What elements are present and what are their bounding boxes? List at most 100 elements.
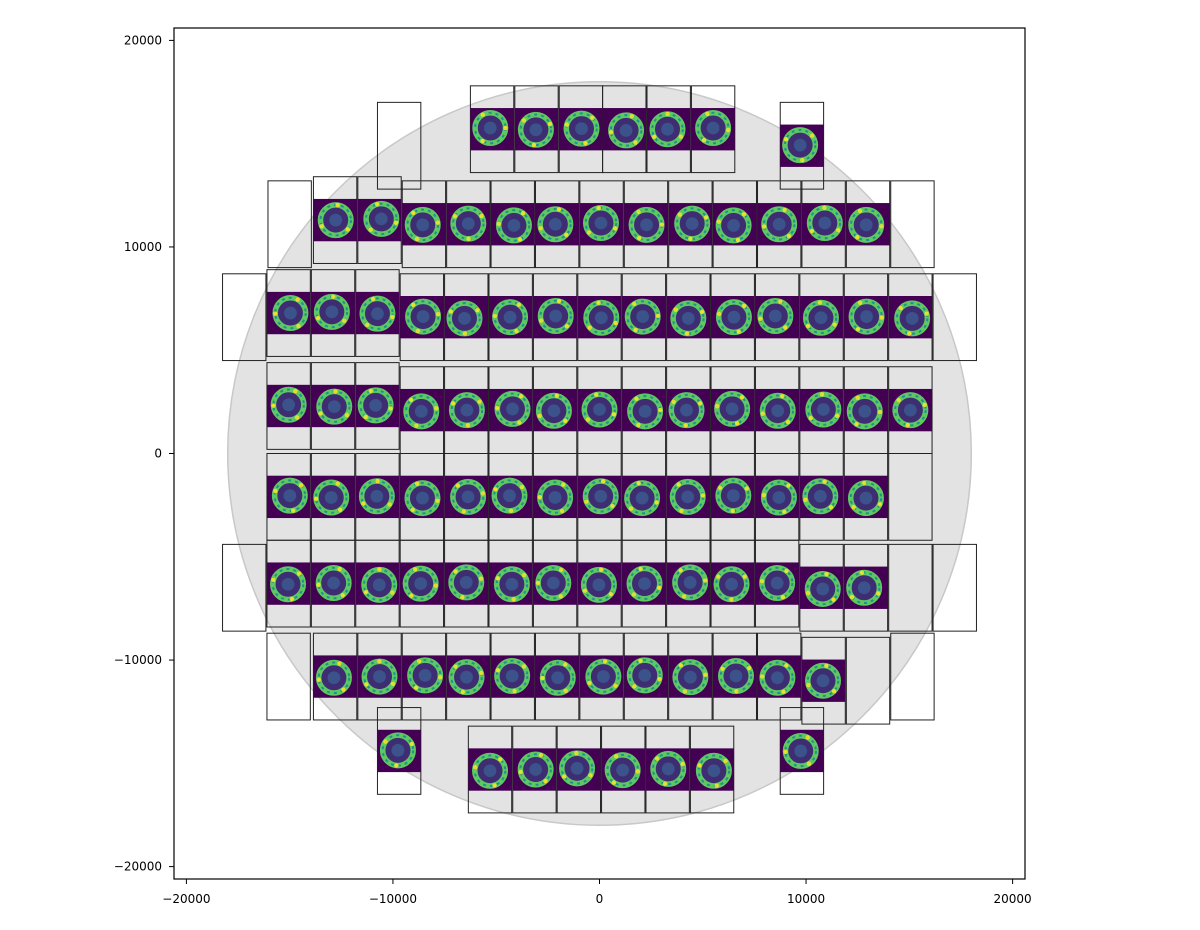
detector-cell bbox=[621, 539, 667, 628]
y-tick-label: −20000 bbox=[114, 860, 162, 874]
detector-outline bbox=[888, 453, 933, 541]
detector-cell bbox=[310, 453, 356, 541]
detector-cell bbox=[602, 85, 647, 174]
detector-image bbox=[801, 659, 846, 702]
detector-image bbox=[533, 388, 577, 432]
detector-image bbox=[402, 655, 446, 698]
detector-outline bbox=[888, 543, 933, 632]
detector-cell bbox=[355, 539, 400, 628]
detector-cell bbox=[668, 632, 713, 721]
detector-image bbox=[577, 475, 622, 519]
detector-cell bbox=[843, 543, 889, 632]
detector-cell bbox=[267, 180, 312, 269]
detector-cell bbox=[266, 269, 311, 357]
detector-cell bbox=[621, 453, 667, 541]
y-tick-label: 20000 bbox=[124, 33, 162, 47]
detector-cell bbox=[710, 366, 755, 454]
detector-image bbox=[577, 388, 622, 432]
detector-image bbox=[622, 562, 666, 605]
detector-cell bbox=[621, 273, 667, 362]
x-axis: −20000 −10000 0 10000 20000 bbox=[162, 879, 1032, 906]
x-tick-label: 20000 bbox=[994, 892, 1032, 906]
detector-cell bbox=[512, 725, 557, 814]
detector-cell bbox=[666, 453, 711, 541]
detector-cell bbox=[532, 453, 578, 541]
detector-image bbox=[755, 388, 799, 432]
detector-cell bbox=[577, 453, 622, 541]
detector-cell bbox=[222, 543, 267, 632]
detector-image bbox=[491, 655, 535, 698]
detector-cell bbox=[845, 180, 891, 269]
detector-image bbox=[491, 203, 535, 246]
plot-area bbox=[222, 80, 977, 827]
detector-cell bbox=[779, 707, 825, 795]
detector-image bbox=[622, 475, 666, 519]
detector-image bbox=[844, 566, 888, 609]
detector-cell bbox=[577, 366, 622, 454]
detector-cell bbox=[779, 101, 825, 190]
detector-cell bbox=[401, 180, 447, 269]
detector-outline bbox=[222, 273, 267, 362]
detector-cell bbox=[467, 725, 513, 814]
detector-cell bbox=[932, 543, 977, 632]
detector-image bbox=[400, 562, 444, 605]
detector-image bbox=[355, 384, 400, 428]
detector-cell bbox=[488, 539, 533, 628]
detector-image bbox=[357, 198, 402, 242]
detector-cell bbox=[799, 543, 844, 632]
detector-cell bbox=[444, 366, 489, 454]
detector-cell bbox=[401, 632, 447, 721]
detector-image bbox=[266, 291, 311, 335]
detector-image bbox=[645, 748, 690, 791]
detector-cell bbox=[757, 632, 802, 721]
detector-cell bbox=[601, 725, 646, 814]
detector-cell bbox=[469, 85, 515, 174]
detector-cell bbox=[801, 636, 846, 725]
detector-image bbox=[713, 655, 757, 698]
y-tick-label: 0 bbox=[154, 447, 162, 461]
detector-image bbox=[801, 203, 846, 246]
detector-image bbox=[799, 296, 844, 339]
detector-cell bbox=[355, 362, 400, 450]
detector-image bbox=[311, 384, 355, 428]
detector-image bbox=[668, 203, 713, 246]
detector-image bbox=[647, 108, 691, 151]
detector-cell bbox=[556, 725, 602, 814]
detector-image bbox=[846, 203, 890, 246]
detector-cell bbox=[357, 176, 402, 264]
detector-outline bbox=[845, 636, 891, 725]
detector-image bbox=[622, 296, 666, 339]
detector-cell bbox=[266, 632, 311, 721]
detector-image bbox=[579, 203, 624, 246]
detector-image bbox=[400, 296, 444, 339]
detector-cell bbox=[355, 269, 400, 357]
detector-cell bbox=[266, 362, 311, 450]
detector-cell bbox=[444, 539, 489, 628]
detector-cell bbox=[754, 273, 800, 362]
detector-outline bbox=[932, 273, 977, 362]
detector-image bbox=[579, 655, 624, 698]
detector-cell bbox=[754, 539, 800, 628]
detector-cell bbox=[376, 101, 422, 190]
detector-cell bbox=[577, 539, 622, 628]
detector-cell bbox=[712, 180, 757, 269]
detector-image bbox=[799, 388, 844, 432]
detector-image bbox=[622, 388, 666, 432]
detector-image bbox=[844, 388, 888, 432]
detector-image bbox=[666, 388, 711, 432]
detector-cell bbox=[446, 180, 491, 269]
detector-cell bbox=[623, 180, 669, 269]
detector-image bbox=[711, 475, 755, 519]
x-tick-label: −10000 bbox=[369, 892, 417, 906]
detector-image bbox=[624, 655, 668, 698]
detector-image bbox=[444, 296, 488, 339]
detector-outline bbox=[266, 632, 311, 721]
detector-image bbox=[757, 655, 801, 698]
detector-image bbox=[624, 203, 668, 246]
detector-image bbox=[755, 296, 799, 339]
detector-cell bbox=[532, 539, 578, 628]
x-tick-label: 10000 bbox=[787, 892, 825, 906]
detector-outline bbox=[222, 543, 267, 632]
detector-image bbox=[888, 296, 933, 339]
detector-image bbox=[691, 108, 735, 151]
